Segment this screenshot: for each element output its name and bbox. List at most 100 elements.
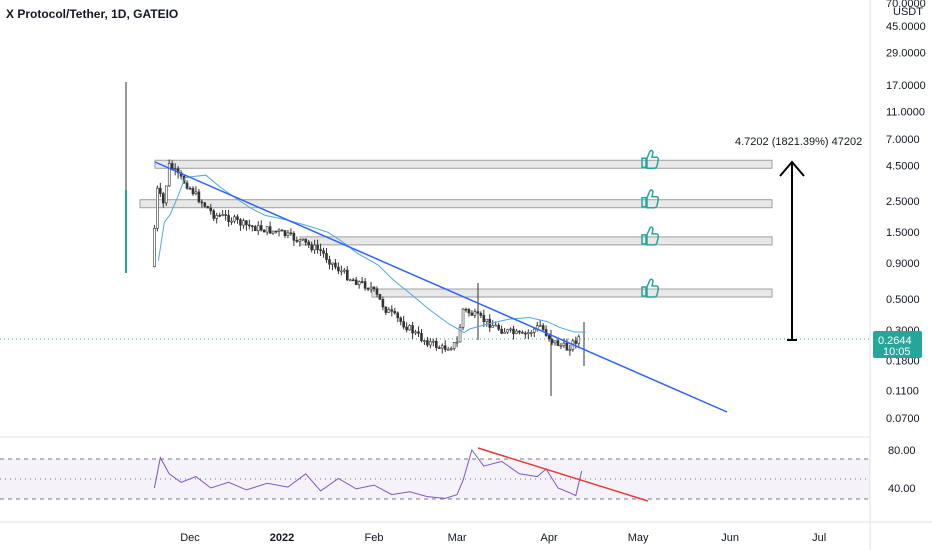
candle-body: [292, 232, 296, 241]
last-price-badge: 0.2644 10:05: [873, 331, 922, 358]
candle-body: [372, 286, 376, 290]
time-tick-label: Feb: [365, 532, 384, 544]
candle-body: [411, 325, 414, 334]
candle-body: [153, 228, 156, 267]
candle-body: [473, 311, 477, 316]
rsi-divergence-line[interactable]: [477, 447, 649, 502]
candle-body: [423, 340, 426, 342]
resistance-zones[interactable]: [139, 159, 773, 298]
countdown-value: 10:05: [883, 346, 911, 358]
candle-body: [435, 340, 438, 348]
candle-body: [310, 244, 313, 251]
candle-body: [420, 333, 423, 342]
candle-body: [509, 328, 512, 331]
candle-body: [360, 281, 364, 283]
candle-body: [399, 317, 403, 322]
candle-body: [497, 324, 500, 330]
candle-body: [393, 310, 397, 314]
candle-body: [325, 253, 328, 260]
candle-body: [230, 220, 233, 223]
candle-body: [485, 318, 489, 322]
candle-body: [446, 349, 450, 351]
thumbs-up-icon: [641, 278, 660, 298]
candle-body: [503, 331, 506, 334]
candle-body: [452, 342, 456, 349]
candle-body: [437, 347, 441, 349]
price-tick-label: 29.0000: [886, 48, 926, 60]
candle-body: [426, 340, 429, 346]
candle-body: [461, 308, 465, 328]
candle-body: [215, 215, 219, 219]
candle-body: [236, 216, 239, 220]
candle-body: [167, 163, 171, 187]
candle-body: [197, 191, 201, 203]
candle-body: [331, 262, 334, 265]
candle-body: [286, 232, 290, 236]
thumbs-up-icon: [641, 149, 660, 170]
price-tick-label: 7.0000: [886, 134, 920, 146]
candle-body: [304, 238, 308, 243]
descending-trendline[interactable]: [154, 161, 728, 413]
price-axis-unit: USDT: [893, 6, 923, 18]
price-tick-label: 0.5000: [886, 294, 920, 306]
candle-body: [577, 336, 581, 344]
candle-body: [512, 328, 515, 334]
candle-body: [381, 299, 385, 308]
candle-body: [562, 342, 566, 346]
time-tick-label: Mar: [448, 532, 467, 544]
candle-body: [212, 210, 216, 219]
price-tick-label: 45.0000: [886, 21, 926, 33]
last-price-value: 0.2644: [878, 335, 912, 347]
candle-body: [343, 269, 346, 272]
rsi-tick-label: 40.00: [888, 483, 916, 495]
candle-body: [470, 312, 474, 316]
resistance-zone[interactable]: [139, 199, 773, 209]
candle-body: [159, 187, 162, 194]
candle-body: [268, 226, 272, 234]
candle-body: [529, 332, 533, 334]
candle-body: [295, 240, 299, 242]
price-tick-label: 11.0000: [886, 106, 925, 118]
candle-body: [500, 328, 503, 334]
candle-body: [283, 230, 287, 236]
candle-body: [307, 241, 311, 246]
candle-body: [351, 279, 355, 282]
candle-body: [541, 325, 545, 330]
price-axis[interactable]: 70.0000 45.0000 29.0000 17.0000 11.0000 7.000…: [886, 0, 926, 425]
candle-body: [200, 201, 204, 204]
time-tick-label: 2022: [270, 532, 294, 544]
candle-body: [262, 229, 266, 233]
candle-body: [218, 215, 221, 217]
candle-body: [251, 225, 254, 228]
candle-body: [248, 224, 251, 227]
candle-body: [242, 220, 245, 226]
resistance-zone[interactable]: [154, 159, 773, 169]
candle-body: [479, 312, 483, 316]
resistance-zone[interactable]: [299, 236, 773, 246]
measure-arrow[interactable]: [779, 160, 805, 341]
candle-body: [233, 216, 236, 222]
candle-body: [265, 226, 269, 233]
candle-body: [440, 345, 444, 349]
candle-body: [357, 281, 361, 286]
candle-body: [298, 239, 302, 242]
candle-body: [340, 270, 343, 273]
resistance-zone[interactable]: [371, 288, 773, 298]
candle-body: [506, 329, 509, 333]
candle-body: [334, 262, 337, 268]
measure-label: 4.7202 (1821.39%) 47202: [735, 136, 862, 148]
candle-body: [164, 185, 168, 204]
candle-body: [565, 342, 569, 351]
time-axis[interactable]: Dec 2022 Feb Mar Apr May Jun Jul: [180, 532, 826, 544]
candle-body: [191, 188, 195, 195]
candle-body: [203, 202, 207, 207]
candle-body: [429, 341, 432, 346]
candle-body: [378, 294, 382, 300]
candle-body: [369, 286, 373, 290]
candle-body: [256, 225, 260, 232]
candle-body: [494, 324, 497, 327]
candle-body: [464, 308, 468, 311]
rsi-axis[interactable]: 80.00 40.00: [888, 445, 916, 495]
price-tick-label: 0.9000: [886, 258, 920, 270]
